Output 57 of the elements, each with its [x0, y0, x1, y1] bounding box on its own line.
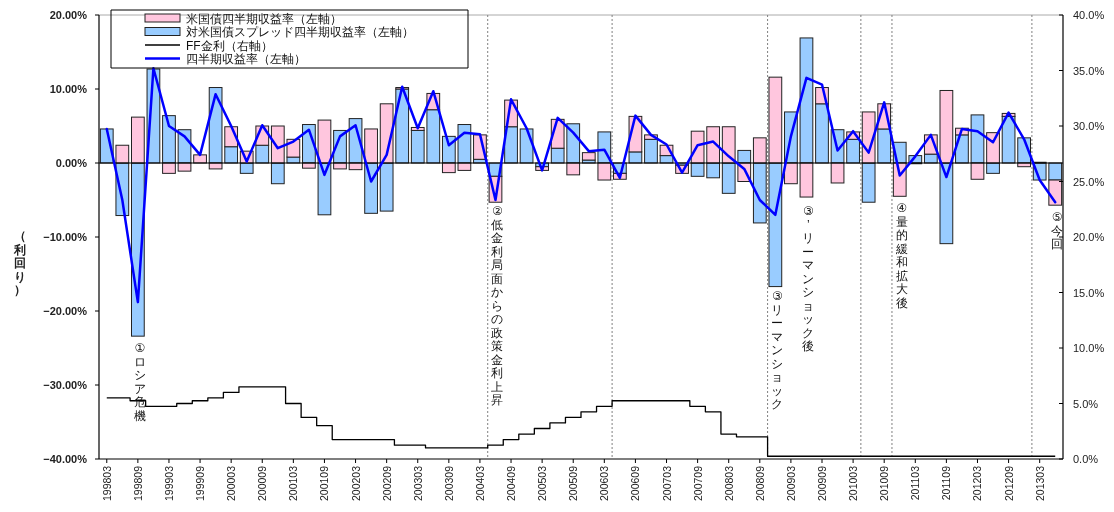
x-tick-label: 200903 [784, 465, 797, 502]
x-tick-label: 201203 [971, 465, 984, 502]
x-tick-label: 200009 [256, 465, 269, 502]
y-axis-title: （利回り） [13, 229, 26, 297]
x-tick-label: 200603 [598, 465, 611, 502]
x-tick-label: 200509 [567, 465, 580, 502]
x-tick-label: 200203 [349, 465, 362, 502]
y2-tick-label: 0.0% [1073, 453, 1099, 465]
y-tick-label: −30.00% [43, 379, 88, 391]
x-tick-label: 200003 [225, 465, 238, 502]
x-tick-label: 201109 [940, 465, 953, 501]
x-tick-label: 200503 [536, 465, 549, 502]
y2-tick-label: 25.0% [1073, 175, 1105, 188]
x-tick-label: 201103 [909, 465, 922, 501]
x-tick-label: 199909 [194, 465, 207, 502]
y2-tick-label: 35.0% [1073, 64, 1105, 77]
text: ③’リーマンショック後 [802, 204, 815, 353]
annotation: ⑤今回 [1051, 210, 1064, 252]
y2-tick-label: 5.0% [1073, 397, 1099, 410]
y2-tick-label: 40.0% [1073, 9, 1105, 21]
y-tick-label: 0.00% [55, 157, 88, 169]
x-tick-label: 200409 [505, 465, 518, 502]
y2-tick-label: 10.0% [1073, 342, 1105, 354]
x-tick-label: 201303 [1033, 465, 1046, 502]
x-tick-label: 200609 [629, 465, 642, 502]
x-tick-label: 200703 [660, 465, 673, 502]
y-tick-label: 10.00% [49, 83, 88, 95]
y-tick-label: 20.00% [49, 9, 88, 21]
x-tick-label: 200209 [380, 465, 393, 502]
x-tick-label: 200303 [411, 465, 424, 502]
x-tick-label: 201009 [878, 465, 891, 502]
x-tick-label: 199809 [131, 465, 144, 502]
x-tick-label: 200109 [318, 465, 331, 502]
x-tick-label: 200803 [722, 465, 735, 502]
legend-label: 米国債四半期収益率（左軸） [186, 11, 342, 26]
legend-label: 対米国債スプレッド四半期収益率（左軸） [186, 25, 414, 39]
x-tick-label: 200309 [442, 465, 455, 502]
y2-tick-label: 30.0% [1073, 120, 1105, 132]
y-tick-label: −20.00% [43, 305, 88, 317]
x-tick-label: 200809 [753, 465, 766, 502]
y-tick-label: −10.00% [43, 231, 88, 243]
x-tick-label: 200403 [473, 465, 486, 502]
y2-tick-label: 15.0% [1073, 286, 1105, 299]
text: ③リーマンショック [771, 289, 784, 411]
x-tick-label: 200103 [287, 465, 300, 502]
annotation: ④量的緩和拡大後 [894, 201, 908, 310]
text: ②低金利局面からの政策金利上昇 [491, 204, 504, 407]
x-tick-label: 200909 [816, 465, 828, 502]
legend-label: 四半期収益率（左軸） [186, 52, 306, 66]
x-tick-label: 201209 [1002, 465, 1015, 502]
x-tick-label: 200709 [691, 465, 704, 502]
legend-label: FF金利（右軸） [186, 38, 273, 53]
x-tick-label: 199803 [100, 465, 113, 502]
x-tick-label: 199903 [162, 465, 175, 502]
y2-tick-label: 20.0% [1073, 231, 1105, 243]
x-tick-label: 201003 [847, 465, 860, 502]
y-tick-label: −40.00% [43, 453, 88, 465]
